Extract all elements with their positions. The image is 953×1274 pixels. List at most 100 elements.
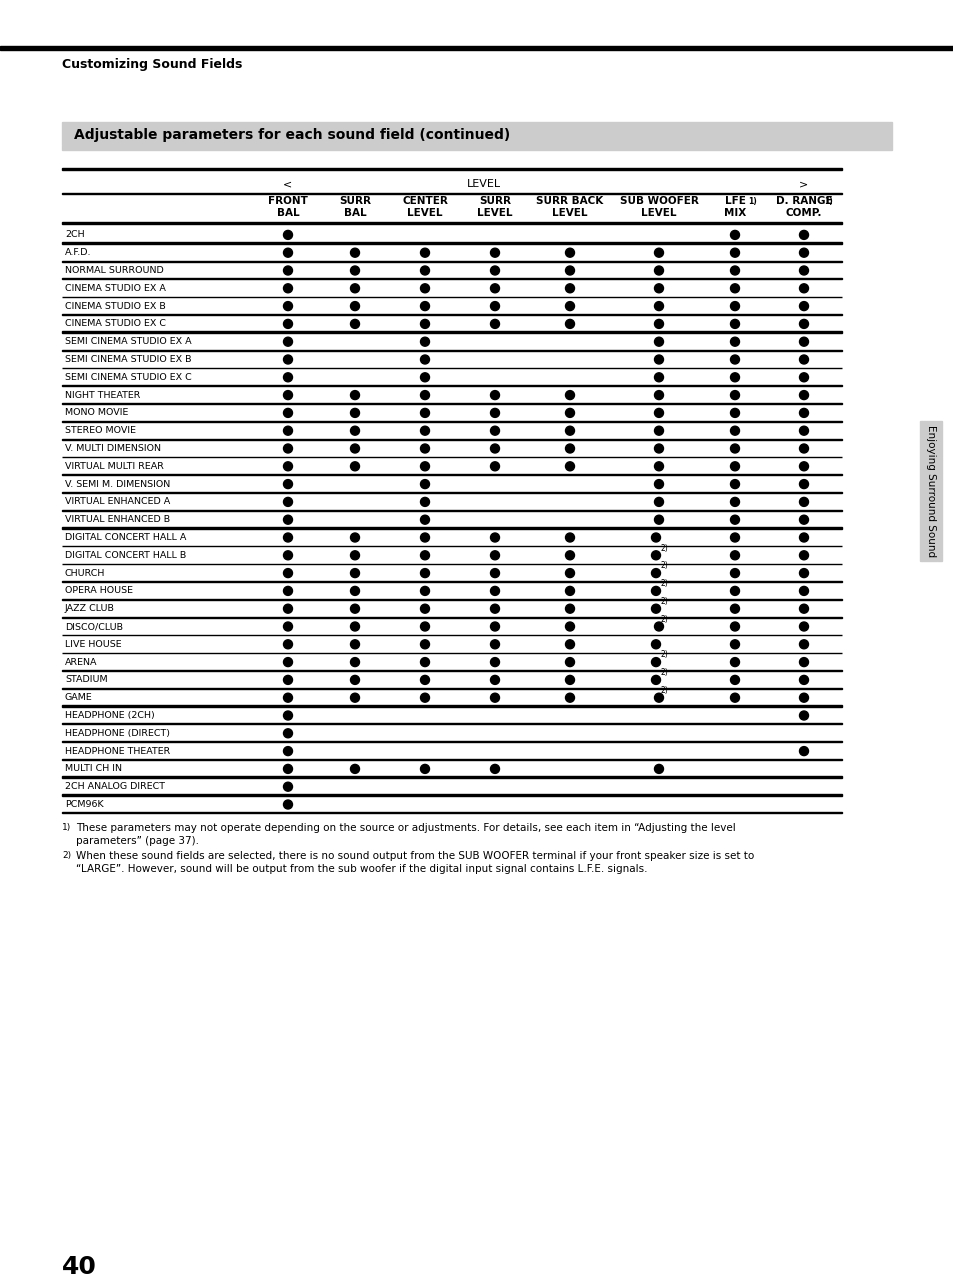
Bar (62, 527, 841, 529)
Circle shape (730, 391, 739, 400)
Circle shape (283, 497, 293, 506)
Bar (62, 242, 841, 243)
Circle shape (350, 550, 359, 559)
Text: CINEMA STUDIO EX B: CINEMA STUDIO EX B (65, 302, 166, 311)
Bar (62, 331, 841, 333)
Text: STADIUM: STADIUM (65, 675, 108, 684)
Circle shape (283, 461, 293, 471)
Circle shape (654, 445, 662, 454)
Circle shape (730, 640, 739, 648)
Circle shape (350, 764, 359, 773)
Bar (0, 46, 953, 50)
Text: 2): 2) (62, 851, 71, 860)
Circle shape (730, 320, 739, 329)
Text: A.F.D.: A.F.D. (65, 248, 91, 257)
Circle shape (420, 533, 429, 541)
Circle shape (799, 622, 807, 631)
Circle shape (350, 604, 359, 613)
Circle shape (490, 675, 499, 684)
Circle shape (799, 675, 807, 684)
Text: When these sound fields are selected, there is no sound output from the SUB WOOF: When these sound fields are selected, th… (76, 851, 754, 861)
Text: CINEMA STUDIO EX A: CINEMA STUDIO EX A (65, 284, 166, 293)
Text: >: > (799, 180, 808, 189)
Circle shape (651, 550, 659, 559)
Circle shape (651, 657, 659, 666)
Circle shape (799, 373, 807, 382)
Circle shape (730, 693, 739, 702)
Circle shape (654, 320, 662, 329)
Circle shape (730, 302, 739, 311)
Circle shape (283, 568, 293, 577)
Circle shape (420, 586, 429, 595)
Circle shape (730, 266, 739, 275)
Circle shape (490, 248, 499, 257)
Circle shape (799, 568, 807, 577)
Circle shape (350, 657, 359, 666)
Circle shape (420, 657, 429, 666)
Circle shape (283, 479, 293, 489)
Circle shape (799, 550, 807, 559)
Circle shape (565, 640, 574, 648)
Circle shape (654, 338, 662, 347)
Circle shape (350, 284, 359, 293)
Circle shape (420, 248, 429, 257)
Circle shape (730, 622, 739, 631)
Circle shape (799, 284, 807, 293)
Text: V. MULTI DIMENSION: V. MULTI DIMENSION (65, 445, 161, 454)
Text: “LARGE”. However, sound will be output from the sub woofer if the digital input : “LARGE”. However, sound will be output f… (76, 864, 647, 874)
Circle shape (730, 479, 739, 489)
Circle shape (490, 391, 499, 400)
Text: SURR
BAL: SURR BAL (338, 196, 371, 218)
Circle shape (420, 640, 429, 648)
Circle shape (490, 586, 499, 595)
Circle shape (651, 586, 659, 595)
Circle shape (565, 622, 574, 631)
Circle shape (350, 248, 359, 257)
Circle shape (799, 586, 807, 595)
Circle shape (283, 445, 293, 454)
Circle shape (654, 355, 662, 364)
Text: V. SEMI M. DIMENSION: V. SEMI M. DIMENSION (65, 479, 170, 489)
Circle shape (490, 640, 499, 648)
Text: 2): 2) (660, 614, 668, 624)
Text: 1): 1) (747, 197, 756, 206)
Circle shape (420, 693, 429, 702)
Bar (62, 776, 841, 778)
Text: 2): 2) (660, 580, 668, 589)
Circle shape (730, 550, 739, 559)
Circle shape (730, 657, 739, 666)
Circle shape (730, 515, 739, 524)
Circle shape (283, 675, 293, 684)
Text: 2): 2) (660, 650, 668, 660)
Circle shape (490, 604, 499, 613)
Circle shape (490, 409, 499, 418)
Circle shape (490, 427, 499, 436)
Circle shape (565, 427, 574, 436)
Circle shape (730, 231, 739, 240)
Text: PCM96K: PCM96K (65, 800, 104, 809)
Text: <: < (283, 180, 293, 189)
Circle shape (420, 675, 429, 684)
Circle shape (651, 604, 659, 613)
Text: SUB WOOFER
LEVEL: SUB WOOFER LEVEL (618, 196, 698, 218)
Circle shape (283, 586, 293, 595)
Circle shape (565, 461, 574, 471)
Circle shape (651, 640, 659, 648)
Circle shape (283, 266, 293, 275)
Text: 1): 1) (823, 197, 832, 206)
Circle shape (654, 622, 662, 631)
Circle shape (490, 445, 499, 454)
Circle shape (490, 657, 499, 666)
Circle shape (350, 391, 359, 400)
Text: 1): 1) (62, 823, 71, 832)
Circle shape (730, 427, 739, 436)
Circle shape (799, 657, 807, 666)
Circle shape (799, 515, 807, 524)
Circle shape (283, 764, 293, 773)
Circle shape (730, 461, 739, 471)
Circle shape (283, 747, 293, 755)
Text: 2): 2) (660, 685, 668, 694)
Circle shape (565, 657, 574, 666)
Circle shape (565, 604, 574, 613)
Circle shape (283, 622, 293, 631)
